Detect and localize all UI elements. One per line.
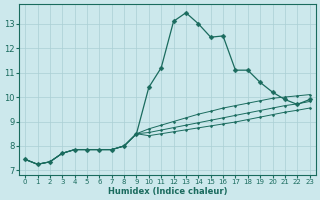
X-axis label: Humidex (Indice chaleur): Humidex (Indice chaleur) bbox=[108, 187, 227, 196]
